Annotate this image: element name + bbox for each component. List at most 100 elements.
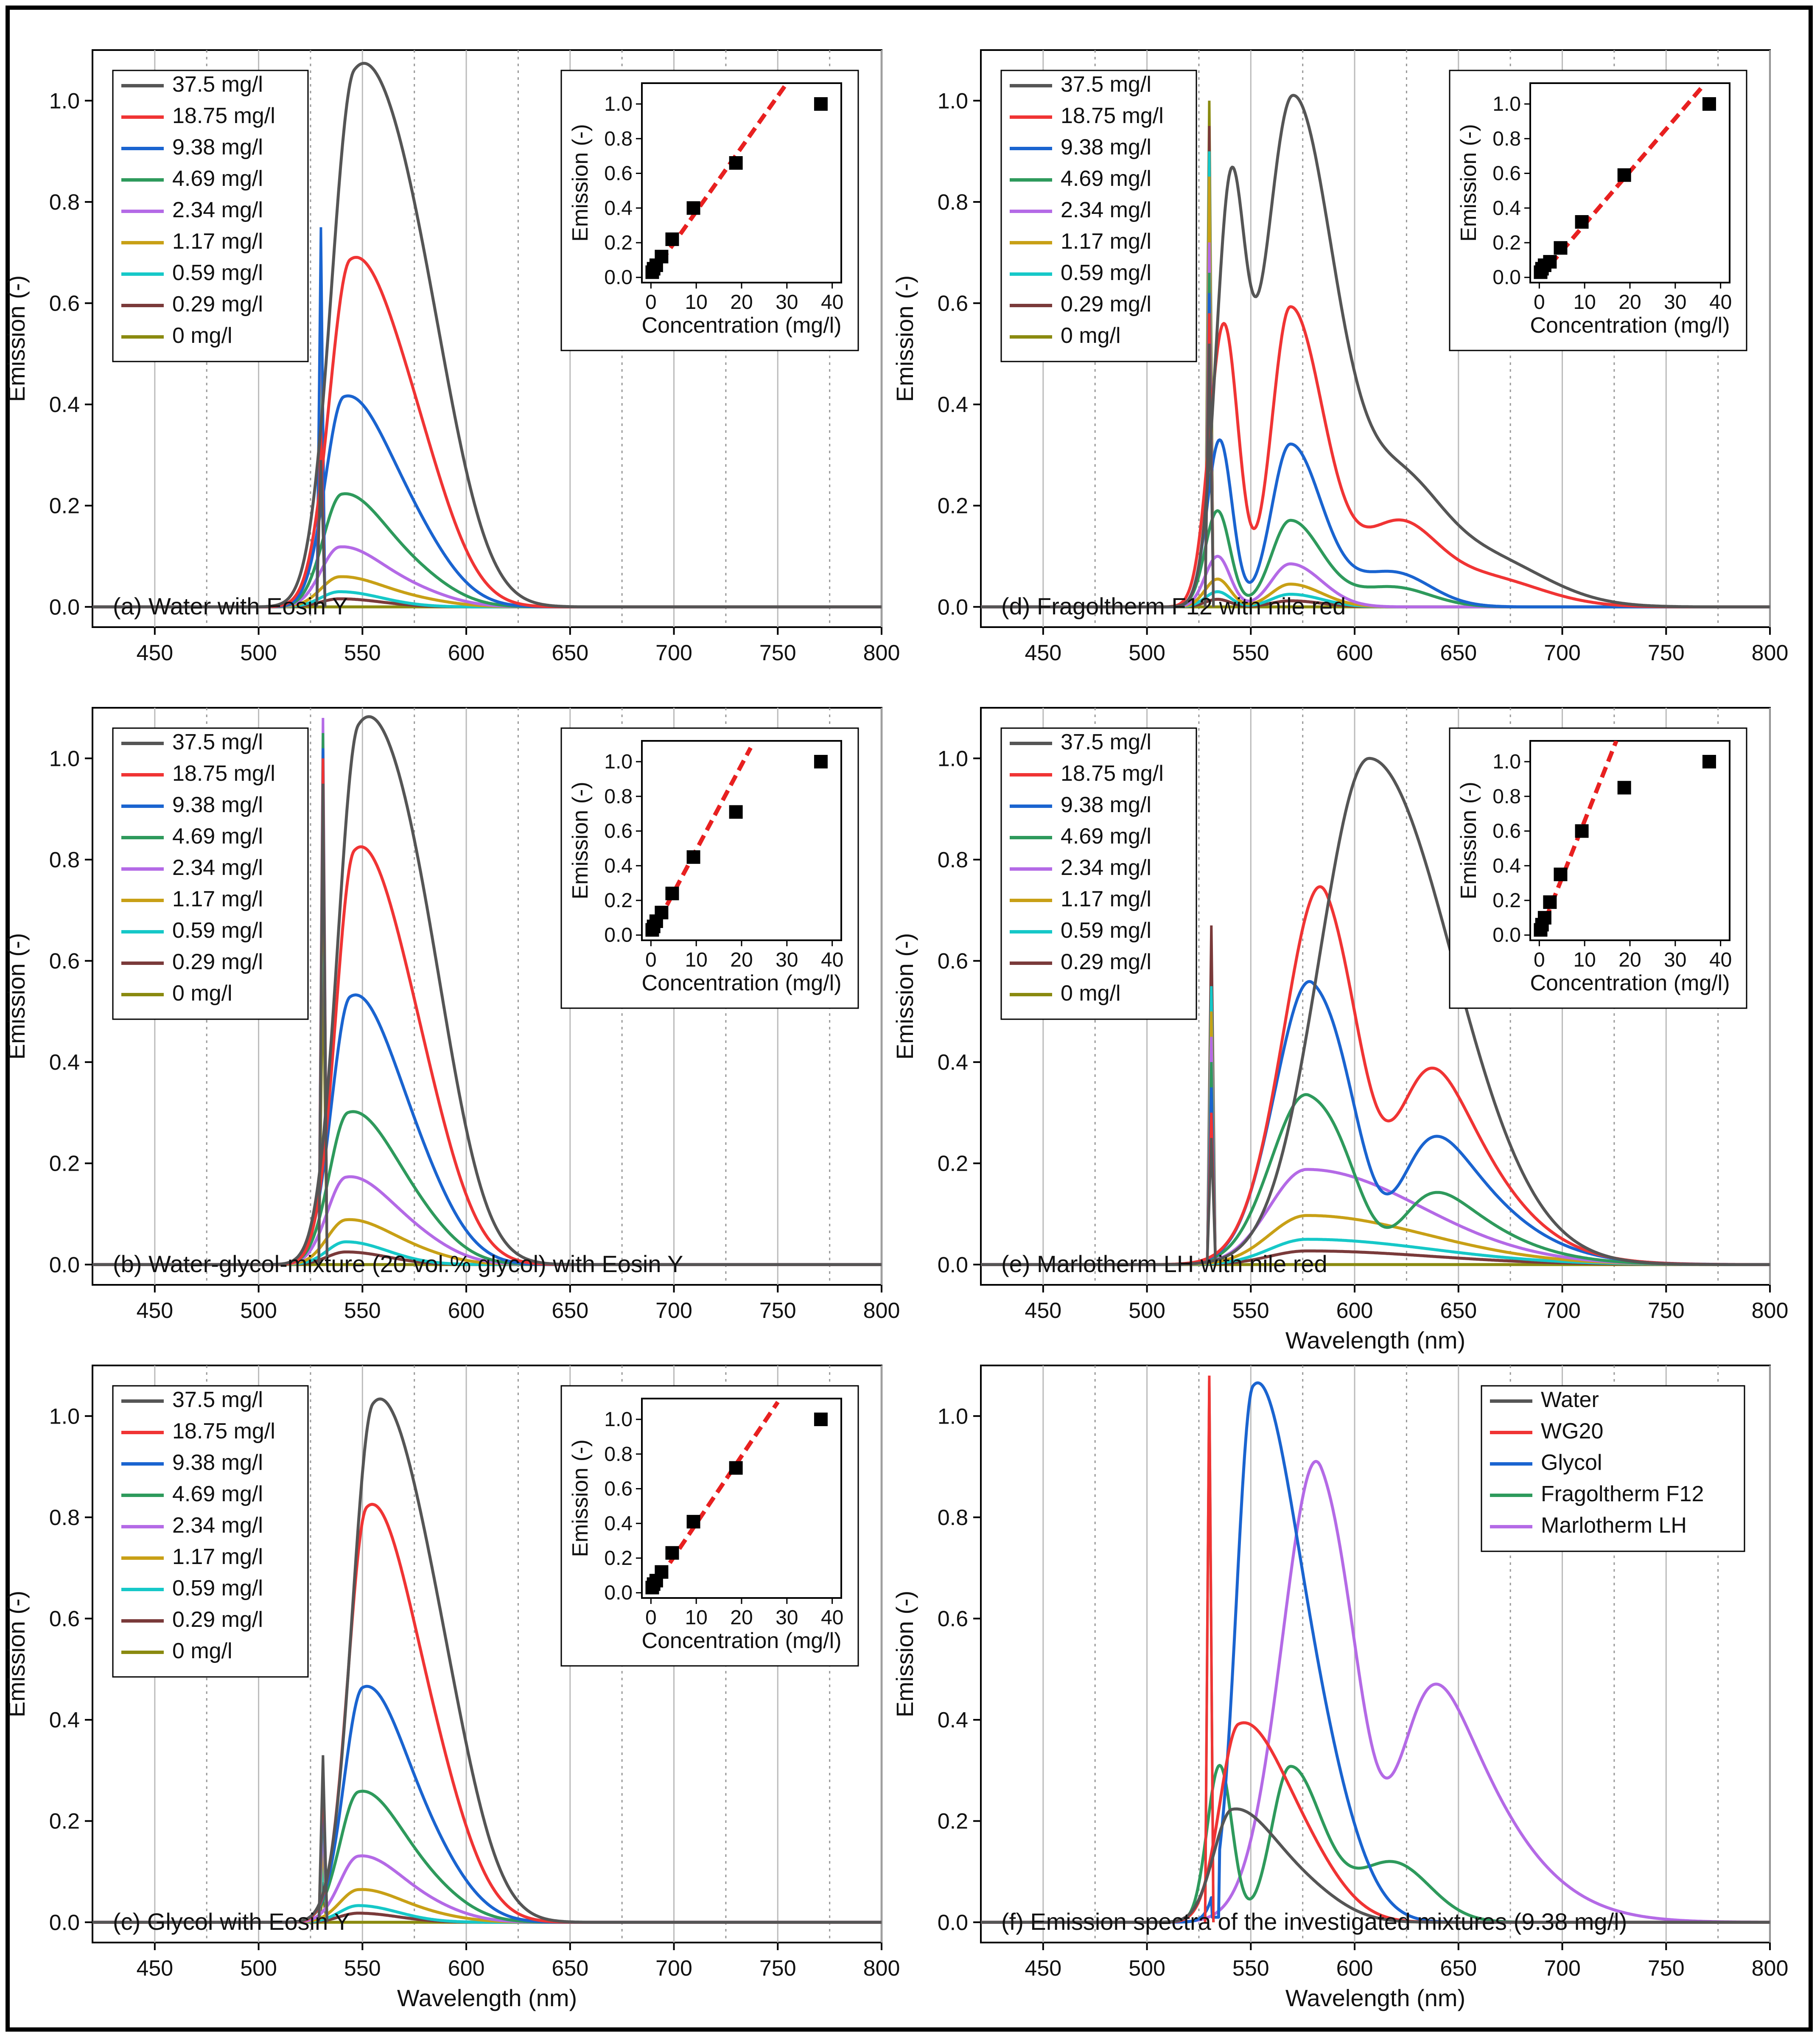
y-tick-label: 1.0	[938, 89, 968, 113]
legend-label: 18.75 mg/l	[172, 104, 275, 128]
y-tick-label: 1.0	[49, 746, 80, 771]
legend-label: 0 mg/l	[172, 981, 232, 1006]
legend-label: 18.75 mg/l	[172, 761, 275, 786]
inset-y-label: Emission (-)	[1456, 124, 1481, 241]
y-tick-label: 0.2	[938, 494, 968, 519]
inset-data-point	[814, 1413, 828, 1427]
x-tick-label: 750	[759, 641, 796, 665]
y-tick-label: 0.2	[49, 1152, 80, 1176]
inset-x-tick-label: 30	[1664, 949, 1686, 971]
inset-y-tick-label: 0.4	[604, 855, 633, 877]
inset-data-point	[1554, 241, 1568, 255]
series-line	[981, 757, 1770, 1266]
inset-x-tick-label: 0	[1534, 949, 1545, 971]
inset-box	[560, 70, 859, 351]
legend-label: 2.34 mg/l	[1061, 198, 1151, 222]
legend-label: 2.34 mg/l	[172, 855, 263, 880]
inset-x-label: Concentration (mg/l)	[1530, 971, 1730, 995]
x-tick-label: 550	[1232, 1956, 1269, 1981]
inset-y-tick-label: 0.8	[604, 1443, 633, 1466]
inset-box	[560, 727, 859, 1009]
legend-label: 18.75 mg/l	[172, 1419, 275, 1444]
inset-y-tick-label: 0.6	[1492, 820, 1521, 843]
y-tick-label: 0.0	[49, 1910, 80, 1935]
inset-y-label: Emission (-)	[568, 782, 593, 899]
legend-label: 1.17 mg/l	[172, 887, 263, 911]
y-tick-label: 0.4	[938, 1050, 968, 1075]
legend-label: 4.69 mg/l	[172, 166, 263, 191]
inset-box	[560, 1385, 859, 1667]
x-tick-label: 600	[1336, 1298, 1373, 1323]
panel-title: (d) Fragoltherm F12 with nile red	[1001, 593, 1346, 620]
x-tick-label: 450	[1025, 1956, 1061, 1981]
inset-x-tick-label: 40	[1709, 291, 1732, 314]
legend-label: 1.17 mg/l	[1061, 887, 1151, 911]
x-tick-label: 650	[552, 641, 588, 665]
inset-data-point	[814, 97, 828, 111]
inset-y-tick-label: 0.2	[1492, 232, 1521, 254]
legend-label: 4.69 mg/l	[1061, 824, 1151, 849]
inset-x-label: Concentration (mg/l)	[1530, 313, 1730, 338]
legend-label: 2.34 mg/l	[172, 1513, 263, 1538]
inset-chart: 0 10 20 30 40 0.0 0.2 0.4 0.6 0.8 1.0 Concentration…	[560, 1385, 859, 1667]
x-tick-label: 800	[863, 641, 900, 665]
y-tick-label: 1.0	[938, 1404, 968, 1429]
legend-label: 18.75 mg/l	[1061, 761, 1164, 786]
spike-line	[1204, 343, 1215, 607]
x-tick-label: 450	[136, 1956, 173, 1981]
inset-y-tick-label: 1.0	[1492, 751, 1521, 773]
legend-label: 4.69 mg/l	[172, 824, 263, 849]
inset-x-tick-label: 20	[1618, 949, 1641, 971]
inset-y-tick-label: 1.0	[604, 751, 633, 773]
series-line	[981, 94, 1770, 608]
y-tick-label: 0.0	[49, 595, 80, 620]
legend-label: 0.59 mg/l	[1061, 918, 1151, 943]
x-tick-label: 550	[1232, 1298, 1269, 1323]
inset-x-tick-label: 40	[821, 949, 843, 971]
legend-label: Glycol	[1541, 1450, 1602, 1475]
chart-panel-c: 450 500 550 600 650 700 750 800 0.0 0.2 0.4 0.6 0.8 1…	[3, 1365, 900, 2011]
legend-label: Marlotherm LH	[1541, 1513, 1687, 1538]
legend-label: 0.59 mg/l	[172, 261, 263, 285]
legend-label: 4.69 mg/l	[172, 1482, 263, 1506]
inset-y-label: Emission (-)	[568, 124, 593, 241]
y-tick-label: 1.0	[49, 1404, 80, 1429]
legend-label: Fragoltherm F12	[1541, 1482, 1704, 1506]
y-tick-label: 0.4	[49, 392, 80, 417]
y-tick-label: 0.4	[938, 1708, 968, 1732]
inset-x-label: Concentration (mg/l)	[641, 313, 841, 338]
inset-x-tick-label: 20	[730, 291, 753, 314]
inset-data-point	[665, 1546, 679, 1560]
x-tick-label: 800	[1752, 641, 1789, 665]
inset-data-point	[1554, 867, 1568, 881]
x-tick-label: 650	[1440, 1298, 1477, 1323]
series-group	[981, 94, 1770, 608]
spike-line	[315, 227, 327, 607]
inset-y-tick-label: 0.8	[1492, 785, 1521, 808]
spike-line	[317, 1755, 329, 1923]
inset-chart: 0 10 20 30 40 0.0 0.2 0.4 0.6 0.8 1.0 Concentration…	[560, 727, 859, 1009]
legend: 37.5 mg/l 18.75 mg/l 9.38 mg/l 4.69 mg/l 2.3…	[1000, 70, 1197, 362]
x-tick-label: 650	[552, 1956, 588, 1981]
inset-data-point	[729, 805, 743, 819]
inset-data-point	[655, 905, 669, 919]
x-tick-label: 450	[1025, 641, 1061, 665]
y-tick-label: 0.2	[49, 494, 80, 519]
x-tick-label: 550	[1232, 641, 1269, 665]
legend-label: 9.38 mg/l	[1061, 793, 1151, 817]
x-tick-label: 750	[759, 1956, 796, 1981]
y-tick-label: 0.6	[49, 1606, 80, 1631]
x-tick-label: 800	[863, 1956, 900, 1981]
inset-x-tick-label: 10	[685, 1606, 707, 1629]
x-tick-label: 700	[655, 1298, 692, 1323]
inset-x-tick-label: 30	[776, 291, 798, 314]
legend-label: 2.34 mg/l	[172, 198, 263, 222]
y-tick-label: 0.8	[49, 1505, 80, 1530]
x-tick-label: 550	[344, 1956, 381, 1981]
y-axis-label: Emission (-)	[3, 275, 30, 402]
inset-data-point	[665, 886, 679, 900]
y-tick-label: 0.0	[938, 1910, 968, 1935]
x-tick-label: 450	[1025, 1298, 1061, 1323]
legend-label: 0.29 mg/l	[172, 292, 263, 317]
